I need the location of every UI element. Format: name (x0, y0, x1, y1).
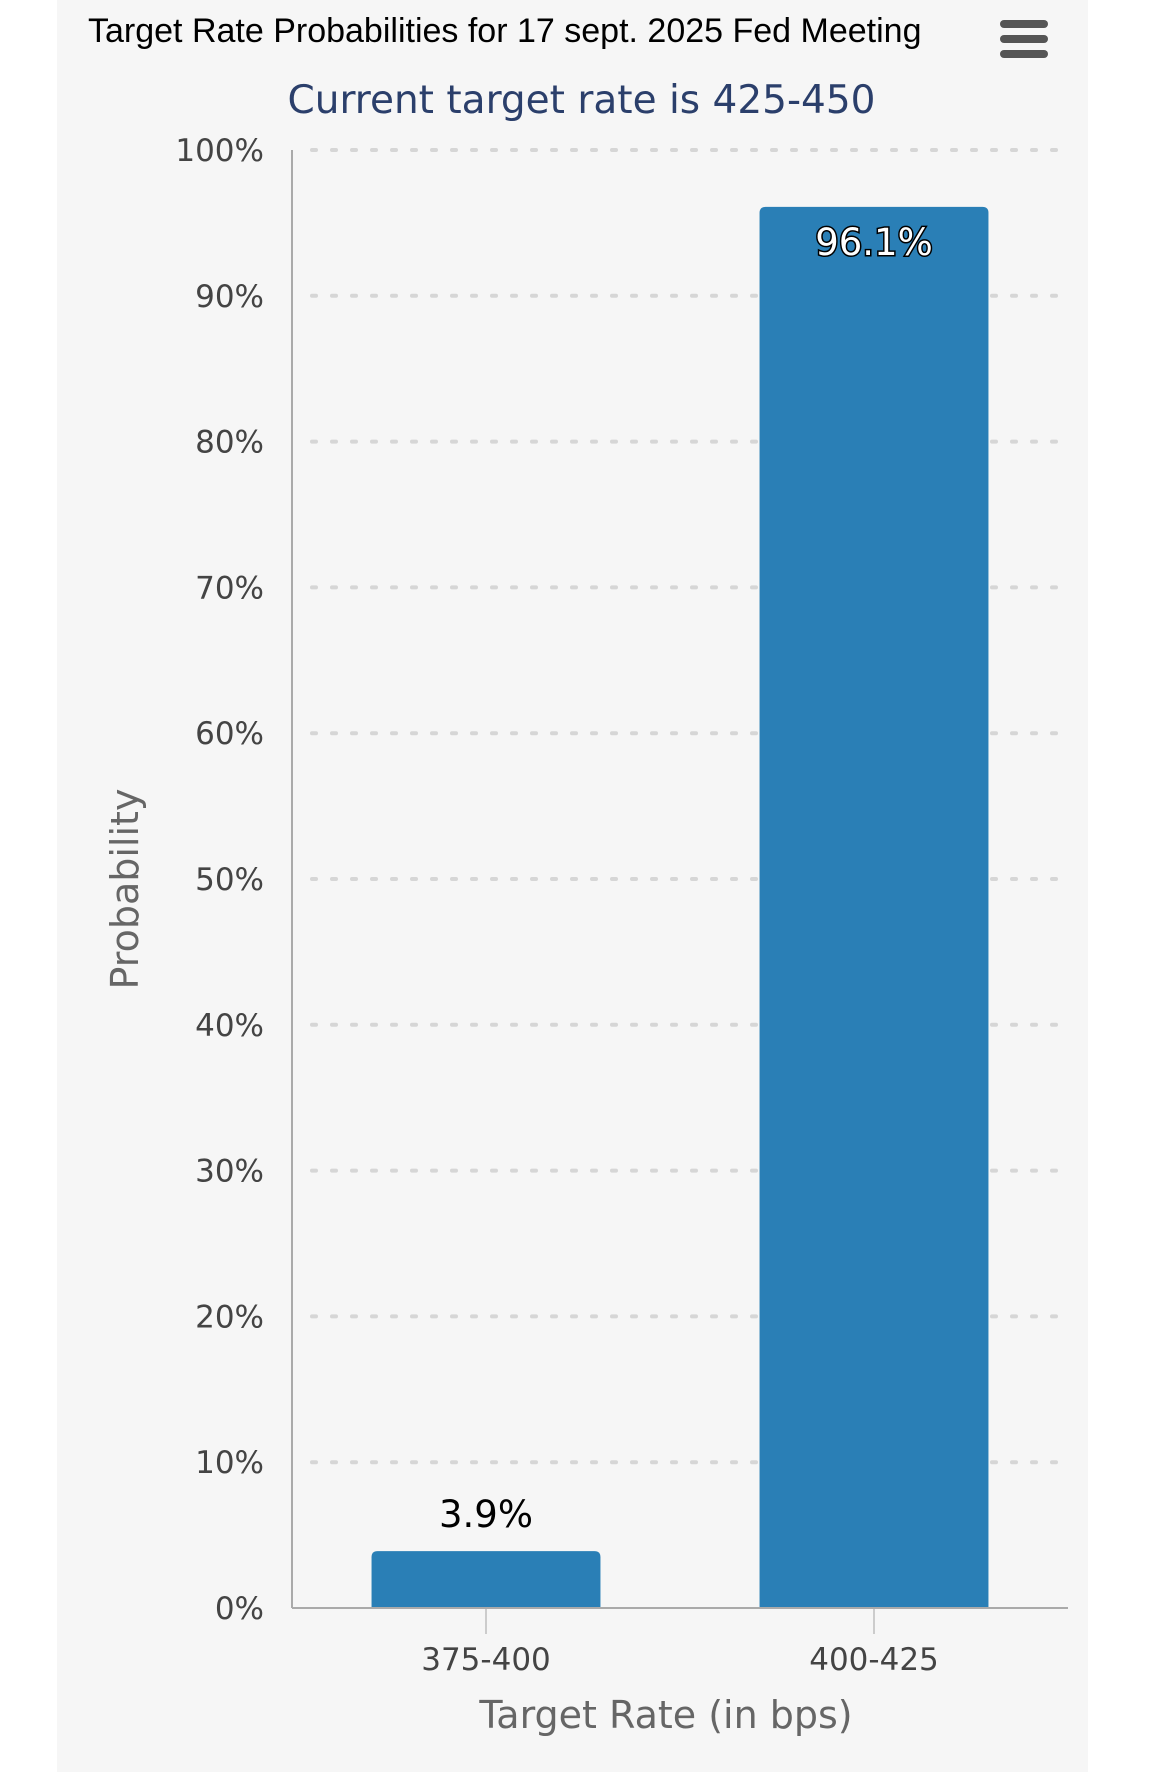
data-label: 3.9% (439, 1493, 533, 1536)
menu-bar-middle (1000, 35, 1048, 43)
x-tick-label: 400-425 (809, 1642, 939, 1678)
x-axis-title: Target Rate (in bps) (478, 1693, 852, 1737)
y-tick-label: 80% (195, 425, 264, 461)
hamburger-menu-icon[interactable] (1000, 18, 1048, 60)
bar-375-400[interactable] (371, 1551, 601, 1608)
menu-bar-bottom (1000, 50, 1048, 58)
y-tick-label: 40% (195, 1008, 264, 1044)
y-tick-label: 100% (175, 133, 264, 169)
y-axis-ticks: 0% 10% 20% 30% 40% 50% 60% 70% 80% 90% 100% (175, 133, 264, 1627)
y-tick-label: 90% (195, 279, 264, 315)
y-tick-label: 20% (195, 1299, 264, 1335)
y-tick-label: 0% (215, 1591, 264, 1627)
menu-bar-top (1000, 20, 1048, 28)
y-tick-label: 70% (195, 570, 264, 606)
x-axis-ticks: 375-400 400-425 (421, 1608, 939, 1678)
y-tick-label: 10% (195, 1445, 264, 1481)
gridlines (310, 148, 1070, 1465)
bar-400-425[interactable] (759, 206, 989, 1608)
chart-title: Target Rate Probabilities for 17 sept. 2… (88, 12, 922, 50)
y-tick-label: 60% (195, 716, 264, 752)
chart-subtitle: Current target rate is 425-450 (287, 78, 876, 123)
y-tick-label: 30% (195, 1154, 264, 1190)
y-axis-title: Probability (103, 789, 147, 990)
data-label: 96.1% (815, 221, 933, 264)
bars: 3.9% 96.1% (371, 206, 989, 1608)
y-tick-label: 50% (195, 862, 264, 898)
x-tick-label: 375-400 (421, 1642, 551, 1678)
